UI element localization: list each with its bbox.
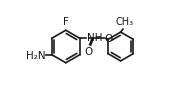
- Text: H₂N: H₂N: [26, 51, 46, 61]
- Text: O: O: [104, 34, 112, 44]
- Text: NH: NH: [87, 33, 102, 43]
- Text: O: O: [85, 47, 93, 57]
- Text: F: F: [63, 17, 69, 27]
- Text: CH₃: CH₃: [115, 17, 133, 27]
